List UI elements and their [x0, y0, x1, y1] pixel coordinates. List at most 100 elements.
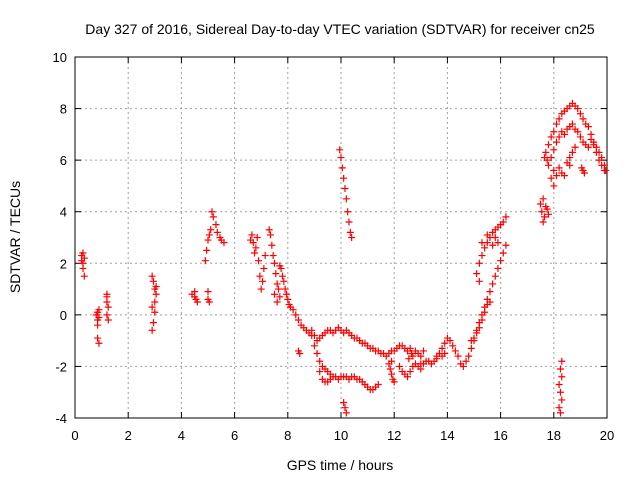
data-point: [80, 254, 88, 262]
grid: [75, 57, 607, 418]
data-point: [598, 161, 606, 169]
y-tick-label: 8: [60, 102, 67, 117]
data-point: [345, 218, 353, 226]
x-tick-label: 2: [125, 428, 132, 443]
data-point: [346, 228, 354, 236]
data-point: [491, 234, 499, 241]
data-point: [95, 339, 103, 347]
data-point: [555, 404, 563, 412]
data-point: [207, 226, 215, 234]
data-point: [459, 362, 467, 370]
data-point: [205, 298, 213, 306]
data-point: [103, 293, 111, 301]
data-point: [151, 308, 159, 316]
data-point: [502, 241, 510, 249]
data-point: [462, 357, 470, 365]
data-point: [341, 185, 349, 193]
data-point: [556, 409, 564, 417]
data-point: [584, 123, 592, 131]
data-point: [539, 195, 547, 203]
data-point: [213, 228, 221, 236]
data-point: [212, 221, 220, 229]
data-point: [326, 375, 334, 383]
data-point: [547, 154, 555, 162]
data-point: [550, 166, 558, 174]
data-point: [560, 130, 568, 138]
data-point: [475, 259, 483, 267]
data-point: [148, 272, 156, 280]
data-point: [579, 115, 587, 123]
data-point: [555, 115, 563, 123]
data-point: [465, 352, 473, 360]
data-point: [491, 272, 499, 280]
data-point: [256, 272, 264, 280]
x-tick-label: 20: [600, 428, 614, 443]
data-point: [451, 347, 459, 355]
data-point: [289, 306, 297, 314]
data-point: [205, 231, 213, 239]
data-point: [388, 357, 396, 365]
data-point: [544, 161, 552, 169]
data-point: [281, 285, 289, 293]
data-point: [337, 154, 345, 162]
x-tick-label: 14: [440, 428, 454, 443]
data-point: [438, 344, 446, 352]
data-point: [151, 298, 159, 306]
data-point: [580, 169, 588, 177]
data-point: [191, 288, 199, 296]
data-point: [547, 133, 555, 141]
data-point: [313, 350, 321, 358]
data-point: [547, 174, 555, 182]
x-tick-label: 4: [178, 428, 185, 443]
y-tick-label: -2: [55, 359, 67, 374]
data-point: [502, 213, 510, 221]
data-point: [558, 357, 566, 365]
data-point: [338, 164, 346, 172]
data-point: [261, 252, 269, 260]
y-tick-label: 6: [60, 153, 67, 168]
data-point: [481, 308, 489, 316]
data-point: [273, 298, 281, 306]
data-point: [481, 244, 489, 252]
data-point: [95, 306, 103, 314]
data-point: [316, 357, 324, 365]
data-point: [568, 120, 576, 128]
data-point: [584, 143, 592, 151]
data-point: [406, 368, 414, 376]
data-point: [441, 350, 449, 358]
data-point: [95, 313, 103, 321]
data-point: [292, 311, 300, 319]
data-point: [555, 164, 563, 172]
data-point: [203, 246, 211, 254]
data-point: [148, 303, 156, 311]
data-point: [308, 331, 316, 339]
data-point: [193, 298, 201, 306]
data-point: [342, 409, 350, 417]
data-point: [552, 172, 560, 180]
data-point: [538, 208, 546, 216]
data-point: [446, 337, 454, 345]
x-tick-label: 6: [231, 428, 238, 443]
data-point: [576, 133, 584, 141]
data-point: [316, 368, 324, 376]
data-point: [276, 293, 284, 301]
data-point: [273, 280, 281, 288]
data-point: [406, 344, 414, 352]
data-point: [388, 370, 396, 378]
data-point: [148, 326, 156, 334]
data-point: [417, 352, 425, 360]
data-point: [294, 316, 302, 324]
y-tick-label: -4: [55, 411, 67, 426]
x-tick-label: 12: [387, 428, 401, 443]
data-point: [587, 136, 595, 144]
data-point: [396, 362, 404, 370]
data-point: [152, 282, 160, 290]
data-point: [94, 321, 102, 329]
data-point: [486, 288, 494, 296]
data-point: [220, 239, 228, 247]
data-point: [390, 378, 398, 386]
data-point: [208, 208, 216, 216]
data-point: [473, 270, 481, 278]
data-point: [265, 226, 273, 234]
data-point: [600, 166, 608, 174]
